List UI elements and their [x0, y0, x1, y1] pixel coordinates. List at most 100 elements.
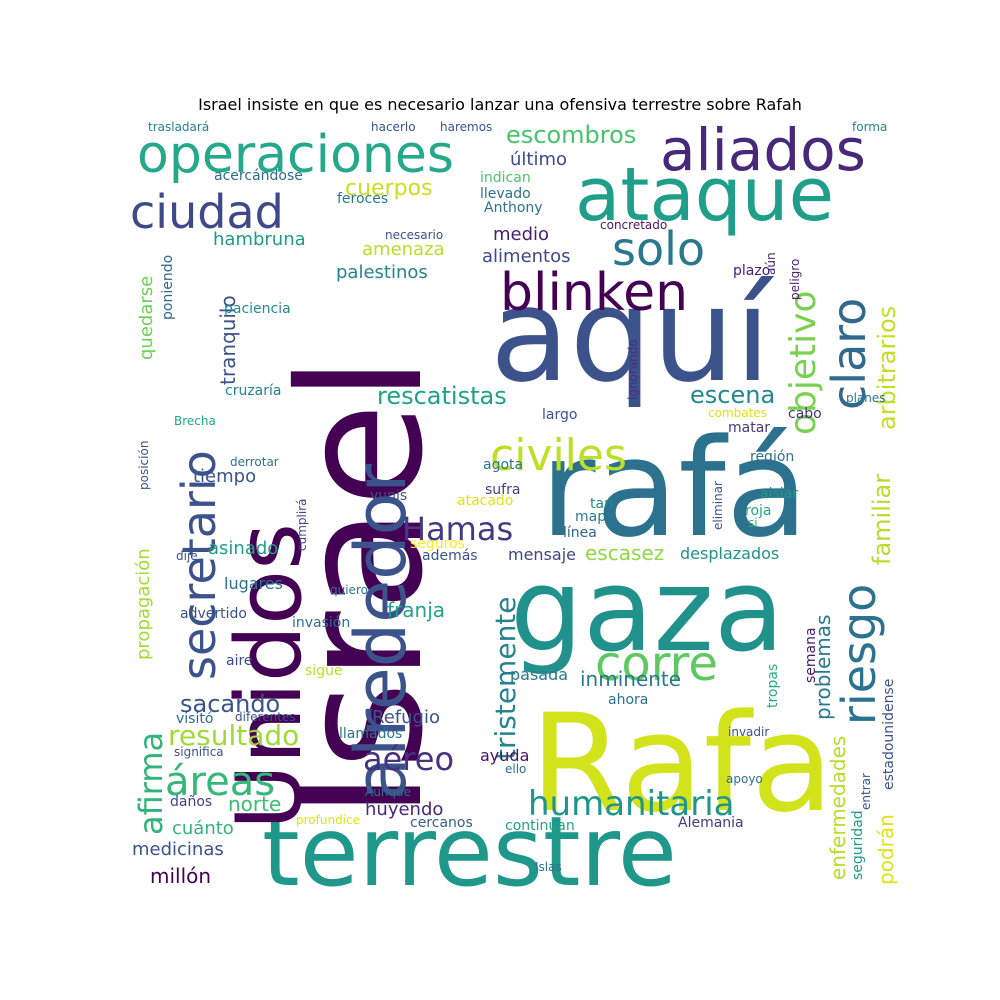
cloud-word: Brecha [174, 414, 216, 428]
cloud-word: Aunque [365, 785, 411, 799]
cloud-word: Israel [263, 355, 461, 820]
cloud-word: problemas [811, 615, 835, 720]
cloud-word: millón [150, 864, 211, 888]
cloud-word: afirma [132, 732, 170, 835]
cloud-word: largo [542, 407, 577, 423]
cloud-word: mapa [575, 509, 615, 525]
cloud-word: pasada [510, 665, 568, 684]
cloud-word: aliados [660, 116, 866, 184]
cloud-word: escombros [506, 121, 636, 149]
cloud-word: eliminar [711, 481, 725, 530]
cloud-word: línea [563, 525, 597, 541]
cloud-word: tranquilo [216, 295, 240, 385]
cloud-word: aislar [760, 486, 798, 502]
cloud-word: escena [690, 381, 775, 409]
cloud-word: sacando [180, 690, 280, 718]
cloud-word: apoyo [726, 772, 763, 786]
cloud-word: quiero [330, 583, 368, 597]
cloud-word: tiempo [193, 466, 256, 487]
cloud-word: norte [228, 792, 281, 816]
cloud-word: operaciones [137, 125, 454, 185]
cloud-word: cumplirá [295, 499, 309, 551]
cloud-word: medio [493, 224, 549, 245]
cloud-word: objetivo [783, 291, 824, 435]
cloud-word: áreas [165, 759, 275, 805]
cloud-word: cruzaría [225, 383, 281, 399]
cloud-word: aquí [490, 259, 775, 411]
cloud-word: dije [176, 549, 198, 563]
cloud-word: alrededor [340, 464, 422, 800]
cloud-word: alimentos [482, 246, 571, 267]
cloud-word: acercándose [214, 168, 303, 184]
cloud-word: tan [590, 496, 613, 512]
cloud-word: gaza [510, 544, 784, 678]
cloud-word: franja [387, 598, 445, 622]
cloud-word: medicinas [132, 839, 224, 860]
cloud-word: arbitrarios [873, 306, 901, 430]
cloud-word: derrotar [230, 455, 279, 469]
cloud-word: llamados [339, 726, 402, 742]
cloud-word: poniendo [160, 255, 176, 320]
cloud-word: peligro [788, 259, 802, 300]
cloud-word: cuánto [172, 818, 234, 839]
cloud-word: feroces [337, 191, 388, 207]
cloud-word: enfermedades [826, 736, 850, 880]
cloud-word: huyendo [365, 799, 443, 820]
cloud-word: desplazados [680, 544, 779, 563]
cloud-word: plazo [733, 263, 770, 279]
cloud-word: claro [822, 298, 876, 410]
cloud-word: combates [708, 406, 767, 420]
cloud-word: Unidos [217, 523, 322, 830]
cloud-word: aéreo [363, 740, 454, 778]
cloud-word: significa [174, 745, 224, 759]
cloud-word: escasez [585, 541, 664, 565]
cloud-word: estadounidense [881, 679, 897, 790]
cloud-word: ignorando [626, 339, 640, 400]
cloud-word: resultado [168, 719, 299, 752]
cloud-word: familiar [868, 474, 896, 565]
cloud-word: cercanos [410, 815, 473, 831]
cloud-word: rafá [540, 410, 808, 567]
cloud-word: hacerlo [371, 120, 416, 134]
cloud-word: Hamas [402, 510, 513, 548]
cloud-word: región [750, 449, 794, 465]
cloud-word: tristemente [489, 596, 522, 760]
cloud-word: humanitaria [528, 784, 734, 824]
cloud-word: ello [505, 762, 526, 776]
cloud-word: último [510, 149, 567, 170]
cloud-word: tropas [765, 664, 781, 708]
cloud-word: indican [480, 170, 531, 186]
cloud-word: palestinos [336, 262, 428, 283]
cloud-word: terrestre [262, 796, 677, 908]
cloud-word: necesario [385, 228, 443, 242]
cloud-word: inminente [580, 667, 681, 691]
cloud-word: matar [728, 420, 770, 436]
cloud-word: podrán [874, 814, 898, 885]
cloud-word: sufra [485, 482, 520, 498]
cloud-word: ahora [608, 692, 648, 708]
cloud-word: quedarse [136, 276, 157, 360]
cloud-word: profundice [296, 813, 360, 827]
cloud-word: rescatistas [377, 382, 507, 410]
cloud-word: continúan [505, 818, 575, 834]
cloud-word: daños [170, 794, 212, 810]
cloud-word: Anthony [484, 200, 543, 216]
cloud-word: seguros [410, 536, 465, 552]
cloud-word: ciudad [130, 185, 284, 239]
cloud-word: además [422, 548, 478, 564]
cloud-word: entrar [859, 773, 873, 810]
cloud-word: Alemania [678, 815, 744, 831]
cloud-word: llevado [480, 186, 531, 202]
cloud-word: trasladará [148, 120, 209, 134]
cloud-word: planes [846, 391, 886, 405]
cloud-word: mensaje [508, 545, 576, 564]
cloud-word: haremos [440, 120, 492, 134]
cloud-word: ataque [575, 152, 834, 238]
cloud-word: visitó [176, 711, 213, 727]
cloud-word: Rafa [530, 685, 834, 842]
cloud-word: propagación [133, 548, 154, 660]
cloud-word: forma [852, 120, 887, 134]
cloud-word: atacado [457, 493, 513, 509]
cloud-word: roja [745, 503, 771, 519]
